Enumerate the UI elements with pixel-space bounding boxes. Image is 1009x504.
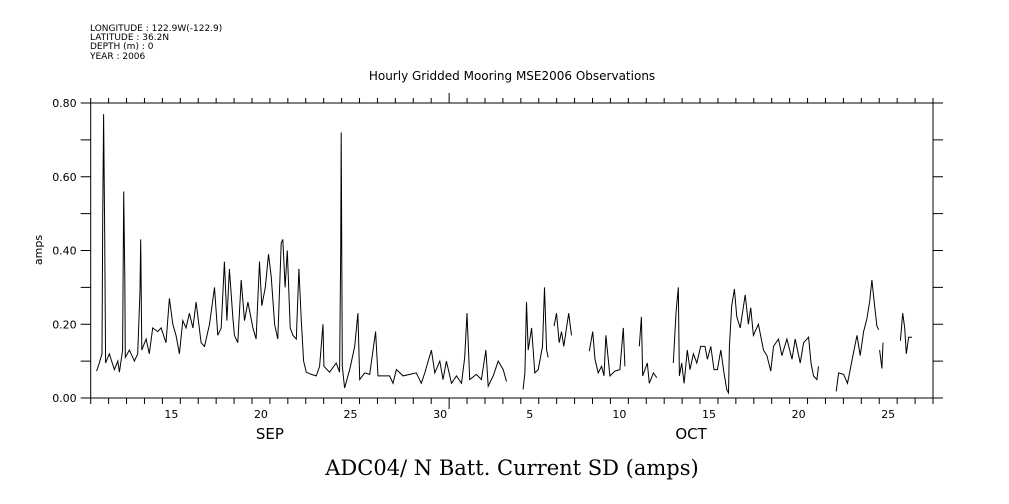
- header-year: YEAR : 2006: [89, 52, 146, 62]
- series-line-segment: [835, 279, 880, 392]
- y-tick-label: 0.00: [52, 392, 77, 405]
- header-info: LONGITUDE : 122.9W(-122.9) LATITUDE : 36…: [89, 24, 222, 62]
- header-latitude: LATITUDE : 36.2N: [90, 33, 169, 43]
- series-line-segment: [96, 114, 507, 389]
- x-tick-label: 25: [881, 408, 895, 421]
- series-line-segment: [879, 342, 884, 369]
- y-tick-label: 0.60: [52, 171, 77, 184]
- header-depth: DEPTH (m) : 0: [90, 42, 154, 52]
- x-tick-label: 10: [612, 408, 626, 421]
- y-tick-label: 0.40: [52, 245, 77, 258]
- data-series: [96, 114, 912, 395]
- x-tick-label: 20: [254, 408, 268, 421]
- plot-frame: [90, 102, 934, 399]
- x-tick-label: 15: [702, 408, 716, 421]
- x-tick-label: 20: [792, 408, 806, 421]
- header-longitude: LONGITUDE : 122.9W(-122.9): [90, 24, 222, 34]
- x-tick-label: 30: [433, 408, 447, 421]
- axes: 15 20 25 30 5 10 15 20 25 SEP OCT 0.00 0.20 0.40 0.60 0…: [52, 93, 943, 443]
- x-tick-label: 15: [164, 408, 178, 421]
- chart-title: Hourly Gridded Mooring MSE2006 Observati…: [369, 69, 655, 83]
- y-tick-label: 0.80: [52, 97, 77, 110]
- series-line-segment: [588, 327, 626, 377]
- x-tick-label: 25: [344, 408, 358, 421]
- month-label: SEP: [256, 425, 284, 443]
- series-line-segment: [672, 287, 819, 395]
- series-line-segment: [522, 287, 549, 390]
- x-tick-label: 5: [526, 408, 533, 421]
- series-line-segment: [899, 313, 912, 354]
- month-label: OCT: [675, 425, 707, 443]
- series-line-segment: [638, 316, 658, 384]
- series-line-segment: [553, 313, 572, 347]
- y-tick-label: 0.20: [52, 318, 77, 331]
- x-axis-label: ADC04/ N Batt. Current SD (amps): [324, 456, 698, 480]
- y-axis-label: amps: [32, 235, 45, 265]
